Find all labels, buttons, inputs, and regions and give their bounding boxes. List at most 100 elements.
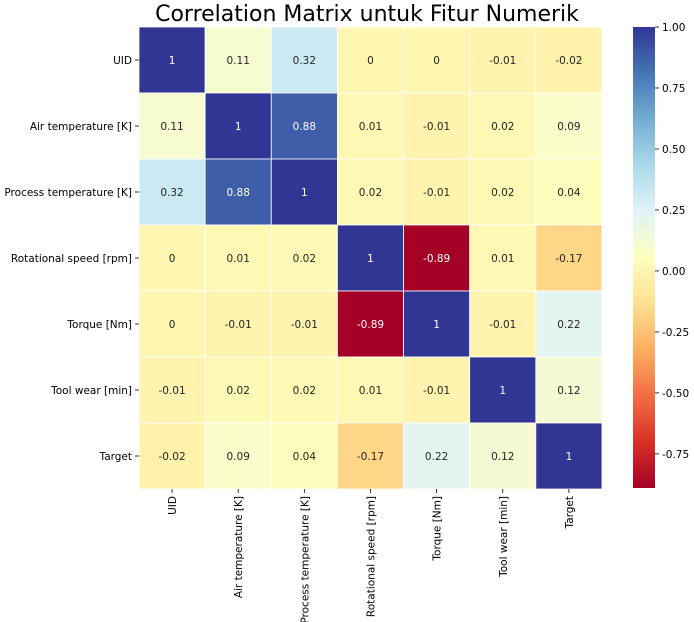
heatmap-cell-1-6 [535,92,603,160]
cell-value-label: -0.01 [423,385,450,397]
cell-value-label: -0.01 [291,319,318,331]
cell-value-label: 0.32 [293,55,316,67]
heatmap-cell-2-5 [469,158,537,226]
heatmap-cell-1-4 [403,92,471,160]
cell-value-label: 0.12 [557,385,580,397]
column-label-torque-nm: Torque [Nm] [432,496,444,562]
heatmap-cell-5-0 [138,356,206,424]
cell-value-label: 0.02 [491,121,514,133]
row-label-torque-nm: Torque [Nm] [66,319,132,331]
column-label-target: Target [564,496,576,529]
cell-value-label: 1 [566,451,573,463]
heatmap-cell-6-2 [270,422,338,490]
heatmap-cell-3-3 [337,224,404,292]
heatmap-cell-6-6 [535,422,603,490]
heatmap-cell-2-3 [337,158,404,226]
heatmap-cell-1-5 [469,92,537,160]
colorbar-tick-label: -0.75 [662,449,689,461]
heatmap-cell-6-5 [469,422,537,490]
heatmap-cell-4-0 [138,290,206,358]
heatmap-cell-0-0 [138,26,206,94]
cell-value-label: 1 [433,319,440,331]
column-label-uid: UID [167,496,179,515]
heatmap-cell-1-2 [270,92,338,160]
cell-value-label: -0.89 [423,253,450,265]
cell-value-label: -0.17 [555,253,582,265]
heatmap-cell-5-4 [403,356,471,424]
cell-value-label: 0.02 [293,253,316,265]
colorbar-tick-label: 1.00 [662,22,685,34]
colorbar-tick-label: -0.25 [662,327,689,339]
heatmap-cell-3-1 [204,224,272,292]
cell-value-label: 1 [235,121,242,133]
cell-value-label: 0 [433,55,440,67]
cell-value-label: 0.11 [160,121,183,133]
chart-title: Correlation Matrix untuk Fitur Numerik [155,2,579,27]
cell-value-label: 0 [367,55,374,67]
column-label-air-temperature-k: Air temperature [K] [233,496,245,598]
heatmap-cell-0-1 [204,26,272,94]
cell-value-label: -0.01 [225,319,252,331]
cell-value-label: -0.01 [423,121,450,133]
colorbar-tick-label: 0.25 [662,205,685,217]
colorbar-tick-label: 0.50 [662,144,685,156]
cell-value-label: 1 [301,187,308,199]
heatmap-cell-3-6 [535,224,603,292]
cell-value-label: 0.09 [227,451,250,463]
heatmap-cell-0-3 [337,26,404,94]
cell-value-label: 0 [169,253,176,265]
cell-value-label: 0 [169,319,176,331]
column-label-process-temperature-k: Process temperature [K] [299,496,311,622]
cell-value-label: 0.02 [293,385,316,397]
heatmap-cell-6-0 [138,422,206,490]
row-label-target: Target [99,451,132,463]
column-label-rotational-speed-rpm: Rotational speed [rpm] [365,496,377,617]
column-label-tool-wear-min: Tool wear [min] [498,496,510,578]
colorbar-tick-label: 0.75 [662,83,685,95]
cell-value-label: -0.02 [555,55,582,67]
cell-value-label: 0.11 [227,55,250,67]
heatmap-cell-0-5 [469,26,537,94]
heatmap-cells: 1 0.11 0.32 0 0 -0.01 -0.02 0.11 1 0.88 0.01 -0.01 0… [138,26,603,490]
cell-value-label: 0.88 [227,187,250,199]
heatmap-cell-5-1 [204,356,272,424]
cell-value-label: 0.04 [293,451,317,463]
cell-value-label: -0.01 [158,385,185,397]
heatmap-cell-4-6 [535,290,603,358]
cell-value-label: -0.89 [357,319,384,331]
cell-value-label: -0.01 [423,187,450,199]
cell-value-label: 0.09 [557,121,580,133]
cell-value-label: 1 [499,385,506,397]
cell-value-label: 0.32 [160,187,183,199]
heatmap-cell-6-4 [403,422,471,490]
cell-value-label: 0.02 [227,385,250,397]
cell-value-label: -0.02 [158,451,185,463]
heatmap-cell-3-0 [138,224,206,292]
cell-value-label: 0.12 [491,451,514,463]
cell-value-label: 0.88 [293,121,316,133]
cell-value-label: 1 [169,55,176,67]
colorbar-tick-label: 0.00 [662,266,685,278]
cell-value-label: 0.02 [359,187,382,199]
heatmap-cell-2-4 [403,158,471,226]
cell-value-label: 0.22 [557,319,580,331]
heatmap-cell-5-6 [535,356,603,424]
cell-value-label: 0.01 [227,253,250,265]
colorbar: 1.00 0.75 0.50 0.25 0.00 -0.25 -0.50 -0.75 [633,22,689,488]
row-label-tool-wear-min: Tool wear [min] [50,385,132,397]
heatmap-cell-0-2 [270,26,338,94]
row-label-rotational-speed-rpm: Rotational speed [rpm] [11,253,132,265]
cell-value-label: 0.01 [491,253,514,265]
cell-value-label: 1 [367,253,374,265]
row-tick-labels: UID Air temperature [K] Process temperatur… [4,55,139,463]
heatmap-cell-3-5 [469,224,537,292]
row-label-uid: UID [113,55,132,67]
heatmap-cell-6-3 [337,422,404,490]
cell-value-label: 0.22 [425,451,448,463]
cell-value-label: 0.04 [557,187,581,199]
heatmap-cell-2-1 [204,158,272,226]
cell-value-label: 0.01 [359,121,382,133]
cell-value-label: -0.01 [489,55,516,67]
cell-value-label: -0.01 [489,319,516,331]
